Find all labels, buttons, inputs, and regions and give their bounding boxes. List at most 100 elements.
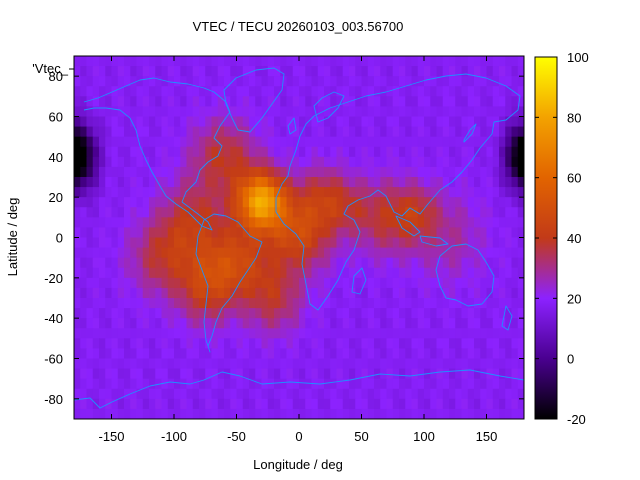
heatmap-cell xyxy=(161,328,169,339)
heatmap-cell xyxy=(255,378,263,390)
heatmap-cell xyxy=(311,217,319,229)
heatmap-cell xyxy=(386,227,394,239)
heatmap-cell xyxy=(236,408,244,419)
heatmap-cell xyxy=(155,388,163,400)
heatmap-cell xyxy=(267,177,275,188)
heatmap-cell xyxy=(186,308,194,319)
heatmap-cell xyxy=(249,237,256,249)
heatmap-cell xyxy=(474,177,481,188)
heatmap-cell xyxy=(324,247,331,259)
heatmap-cell xyxy=(192,106,200,118)
heatmap-cell xyxy=(455,298,463,309)
heatmap-cell xyxy=(361,66,369,77)
heatmap-cell xyxy=(399,207,406,218)
heatmap-cell xyxy=(130,56,138,67)
heatmap-cell xyxy=(380,328,388,339)
key-label: 'Vtec_ xyxy=(32,61,68,76)
heatmap-cell xyxy=(330,247,338,259)
heatmap-cell xyxy=(442,126,450,138)
heatmap-cell xyxy=(105,348,113,360)
heatmap-cell xyxy=(236,166,244,178)
heatmap-cell xyxy=(411,106,419,118)
heatmap-cell xyxy=(361,227,369,239)
heatmap-cell xyxy=(105,166,113,178)
heatmap-cell xyxy=(449,388,456,400)
heatmap-cell xyxy=(149,358,156,370)
heatmap-cell xyxy=(330,156,338,168)
heatmap-cell xyxy=(442,247,450,259)
heatmap-cell xyxy=(74,76,81,87)
heatmap-cell xyxy=(486,76,494,87)
heatmap-cell xyxy=(186,388,194,400)
heatmap-cell xyxy=(205,96,213,108)
heatmap-cell xyxy=(280,287,288,299)
heatmap-cell xyxy=(342,146,350,158)
heatmap-cell xyxy=(242,328,250,339)
heatmap-cell xyxy=(142,358,150,370)
heatmap-cell xyxy=(480,348,488,360)
heatmap-cell xyxy=(111,408,119,419)
heatmap-cell xyxy=(161,106,169,118)
heatmap-cell xyxy=(199,348,206,360)
heatmap-cell xyxy=(330,197,338,208)
heatmap-cell xyxy=(92,86,100,97)
heatmap-cell xyxy=(517,298,524,309)
heatmap-cell xyxy=(449,318,456,329)
heatmap-cell xyxy=(80,247,88,259)
heatmap-cell xyxy=(505,207,513,218)
heatmap-cell xyxy=(155,308,163,319)
heatmap-cell xyxy=(386,348,394,360)
heatmap-cell xyxy=(430,398,438,410)
heatmap-cell xyxy=(261,207,269,218)
heatmap-cell xyxy=(392,257,400,269)
heatmap-cell xyxy=(424,267,431,279)
heatmap-cell xyxy=(180,398,188,410)
heatmap-cell xyxy=(355,126,363,138)
heatmap-cell xyxy=(280,277,288,289)
heatmap-cell xyxy=(424,287,431,299)
heatmap-cell xyxy=(249,398,256,410)
heatmap-cell xyxy=(274,358,281,370)
heatmap-cell xyxy=(117,328,125,339)
heatmap-cell xyxy=(274,56,281,67)
heatmap-cell xyxy=(367,207,375,218)
heatmap-cell xyxy=(261,66,269,77)
heatmap-cell xyxy=(186,66,194,77)
heatmap-cell xyxy=(455,368,463,380)
heatmap-cell xyxy=(305,328,313,339)
heatmap-cell xyxy=(467,116,475,128)
heatmap-cell xyxy=(142,187,150,198)
heatmap-cell xyxy=(405,348,413,360)
y-tick-label: 40 xyxy=(49,150,63,165)
heatmap-cell xyxy=(286,348,294,360)
heatmap-cell xyxy=(230,187,238,198)
heatmap-cell xyxy=(392,368,400,380)
heatmap-cell xyxy=(480,56,488,67)
heatmap-cell xyxy=(230,257,238,269)
heatmap-cell xyxy=(449,166,456,178)
heatmap-cell xyxy=(86,156,94,168)
heatmap-cell xyxy=(511,338,519,350)
heatmap-cell xyxy=(517,156,524,168)
heatmap-cell xyxy=(105,368,113,380)
heatmap-cell xyxy=(342,227,350,239)
heatmap-cell xyxy=(299,338,306,350)
heatmap-cell xyxy=(80,398,88,410)
heatmap-cell xyxy=(486,358,494,370)
heatmap-cell xyxy=(305,308,313,319)
heatmap-cell xyxy=(405,308,413,319)
heatmap-cell xyxy=(224,177,231,188)
heatmap-cell xyxy=(86,247,94,259)
heatmap-cell xyxy=(486,86,494,97)
heatmap-cell xyxy=(155,318,163,329)
heatmap-cell xyxy=(467,298,475,309)
heatmap-cell xyxy=(480,116,488,128)
heatmap-cell xyxy=(442,287,450,299)
heatmap-cell xyxy=(92,267,100,279)
heatmap-cell xyxy=(136,398,144,410)
heatmap-cell xyxy=(349,156,356,168)
heatmap-cell xyxy=(105,197,113,208)
heatmap-cell xyxy=(155,106,163,118)
heatmap-cell xyxy=(474,86,481,97)
heatmap-cell xyxy=(142,136,150,148)
